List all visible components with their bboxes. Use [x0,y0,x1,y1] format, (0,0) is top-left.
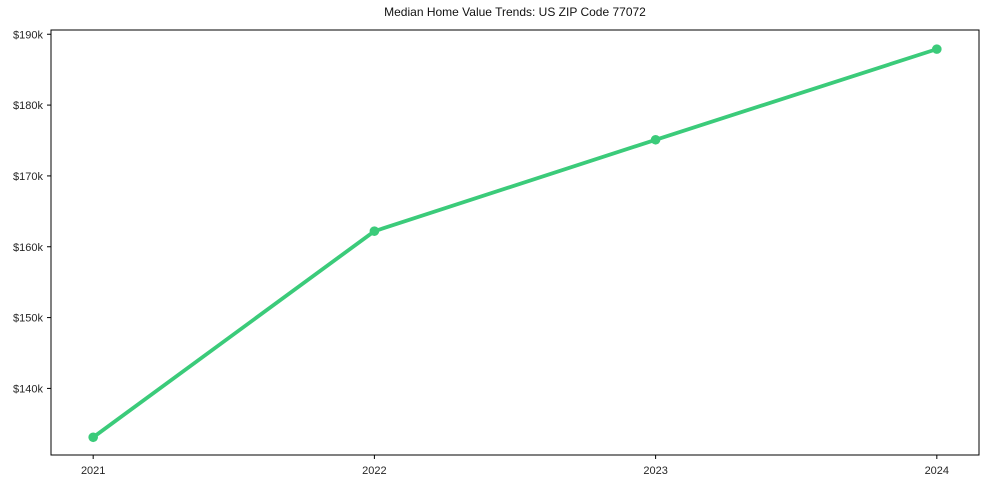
data-point-marker [650,134,661,145]
trend-line [91,47,939,440]
y-tick-label: $190k [13,29,43,41]
data-point-marker [369,226,380,236]
data-point-marker [88,432,98,443]
y-tick-label: $150k [13,313,43,325]
y-tick-label: $180k [13,100,43,112]
x-tick-label: 2021 [81,465,105,477]
x-tick-label: 2024 [925,465,949,477]
data-point-marker [932,44,942,54]
y-tick-label: $140k [13,383,43,395]
x-tick-label: 2022 [362,465,386,477]
y-tick-label: $160k [13,242,43,254]
y-tick-label: $170k [13,171,43,183]
plot-border [50,29,980,456]
chart-title: Median Home Value Trends: US ZIP Code 77… [384,5,646,19]
x-tick-label: 2023 [643,465,667,477]
